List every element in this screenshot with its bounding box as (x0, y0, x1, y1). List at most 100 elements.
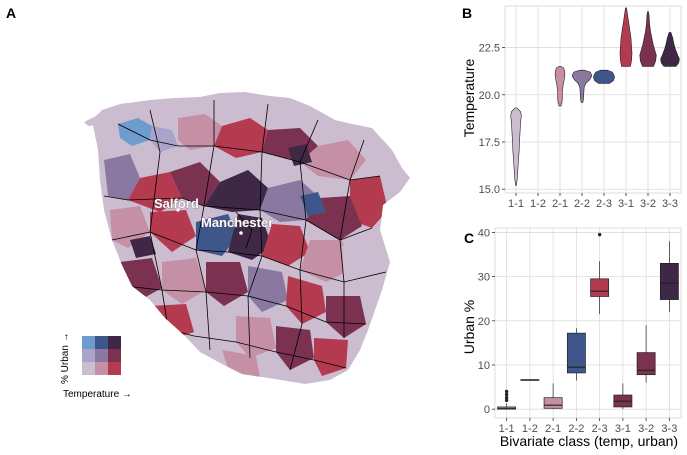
box-gridlines (495, 228, 681, 418)
violin-x-tick-label: 1-1 (508, 198, 524, 210)
legend-cell-1-1 (82, 362, 95, 375)
violin-y-tick-label: 15.0 (479, 184, 500, 196)
violin-1-1 (510, 107, 522, 186)
box-panel-bg (494, 227, 682, 419)
box-body (636, 352, 656, 376)
box-x-tick-label: 2-1 (545, 423, 561, 435)
legend-cell-3-2 (108, 349, 121, 362)
map-patch-urban-core (196, 214, 238, 256)
violin-2-2 (571, 69, 593, 103)
map-patch (326, 296, 366, 338)
legend-cell-2-1 (95, 362, 108, 375)
violin-x-tick-label: 2-3 (596, 198, 612, 210)
box-y-tick-label: 30 (478, 272, 490, 284)
violin-x-tick-label: 3-1 (618, 198, 634, 210)
box-body (566, 332, 586, 374)
violin-2-1 (554, 66, 566, 107)
box-y-tick-label: 0 (484, 404, 490, 416)
bivariate-legend: Temperature → % Urban → (60, 332, 132, 400)
violin-y-tick-label: 20.0 (479, 90, 500, 102)
box-body (590, 278, 610, 297)
violin-x-tick-label: 3-3 (662, 198, 678, 210)
box-marks (497, 232, 679, 410)
violin-x-tick-label: 2-1 (552, 198, 568, 210)
map-patch (262, 224, 310, 266)
panel-b-violin: B Temperature 15.0 17.5 20.0 22.5 1-1 1-2 2-1… (461, 5, 682, 210)
violin-x-tick-label: 2-2 (574, 198, 590, 210)
panel-c-tag: C (464, 230, 474, 246)
box-x-tick-label: 2-2 (568, 423, 584, 435)
map-patch (170, 162, 220, 206)
violin-x-tick-label: 3-2 (640, 198, 656, 210)
box-y-tick-label: 10 (478, 360, 490, 372)
legend-cell-1-2 (82, 349, 95, 362)
box-body (543, 397, 563, 409)
box-x-tick-label: 1-2 (522, 423, 538, 435)
map-patch (110, 206, 150, 248)
box-outlier (504, 398, 509, 403)
box-outlier (504, 392, 509, 397)
legend-cell-2-3 (95, 336, 108, 349)
legend-x-label: Temperature → (63, 389, 132, 400)
panel-a-tag: A (6, 5, 16, 21)
violin-y-ticks: 15.0 17.5 20.0 22.5 (479, 43, 505, 196)
map-patch (162, 258, 206, 304)
box-x-tick-label: 3-2 (638, 423, 654, 435)
box-x-axis-title: Bivariate class (temp, urban) (500, 433, 678, 449)
box-x-tick-label: 2-3 (592, 423, 608, 435)
box-1-2 (520, 379, 540, 381)
map-patch (300, 140, 366, 180)
violin-2-3 (593, 69, 615, 84)
map-patch (300, 240, 350, 282)
box-2-2 (566, 328, 586, 381)
violin-x-tick-label: 1-2 (530, 198, 546, 210)
panel-c-box: C Urban % 0 10 20 30 40 1-1 1-2 2-1 2-2 2-3 3-1 3-… (461, 227, 682, 449)
box-outlier (597, 232, 602, 237)
violin-marks (510, 7, 680, 186)
map-patch (150, 210, 196, 252)
legend-y-label: % Urban → (60, 332, 71, 384)
map-patch (300, 192, 326, 216)
box-x-ticks: 1-1 1-2 2-1 2-2 2-3 3-1 3-2 3-3 (499, 418, 677, 435)
manchester-marker (239, 231, 243, 235)
box-1-1 (497, 389, 517, 410)
violin-y-axis-title: Temperature (461, 58, 477, 137)
box-x-tick-label: 3-1 (615, 423, 631, 435)
box-y-axis-title: Urban % (461, 300, 477, 354)
city-label-manchester: Manchester (201, 215, 273, 230)
violin-3-3 (660, 32, 680, 67)
map-patch (204, 170, 268, 212)
violin-y-tick-label: 22.5 (479, 43, 500, 55)
map-patch (178, 114, 222, 150)
map-patch (150, 126, 178, 152)
map-patch (236, 316, 276, 358)
box-y-ticks: 0 10 20 30 40 (478, 227, 495, 416)
map-patch (194, 310, 236, 350)
box-2-3 (590, 232, 610, 315)
violin-3-2 (639, 11, 657, 67)
district-boundaries (103, 100, 387, 371)
map-patch (276, 326, 314, 370)
city-label-salford: Salford (154, 196, 199, 211)
box-3-2 (636, 325, 656, 383)
map-patch (104, 154, 140, 200)
box-outlier (504, 389, 509, 394)
panel-a-map: A (6, 5, 410, 400)
legend-cell-2-2 (95, 349, 108, 362)
box-outlier (504, 395, 509, 400)
violin-x-ticks: 1-1 1-2 2-1 2-2 2-3 3-1 3-2 3-3 (508, 193, 678, 210)
violin-y-tick-label: 17.5 (479, 137, 500, 149)
box-body (659, 262, 679, 300)
map-patch (286, 276, 326, 324)
violin-panel-bg (504, 5, 682, 194)
map-west-edge (84, 114, 104, 126)
map-regions: Salford Manchester (84, 92, 410, 384)
box-y-tick-label: 40 (478, 227, 490, 239)
box-3-1 (613, 383, 633, 410)
box-x-tick-label: 3-3 (661, 423, 677, 435)
salford-marker (176, 208, 180, 212)
violin-3-1 (619, 7, 633, 67)
legend-cell-3-3 (108, 336, 121, 349)
map-patch-urban-nw (118, 118, 152, 146)
